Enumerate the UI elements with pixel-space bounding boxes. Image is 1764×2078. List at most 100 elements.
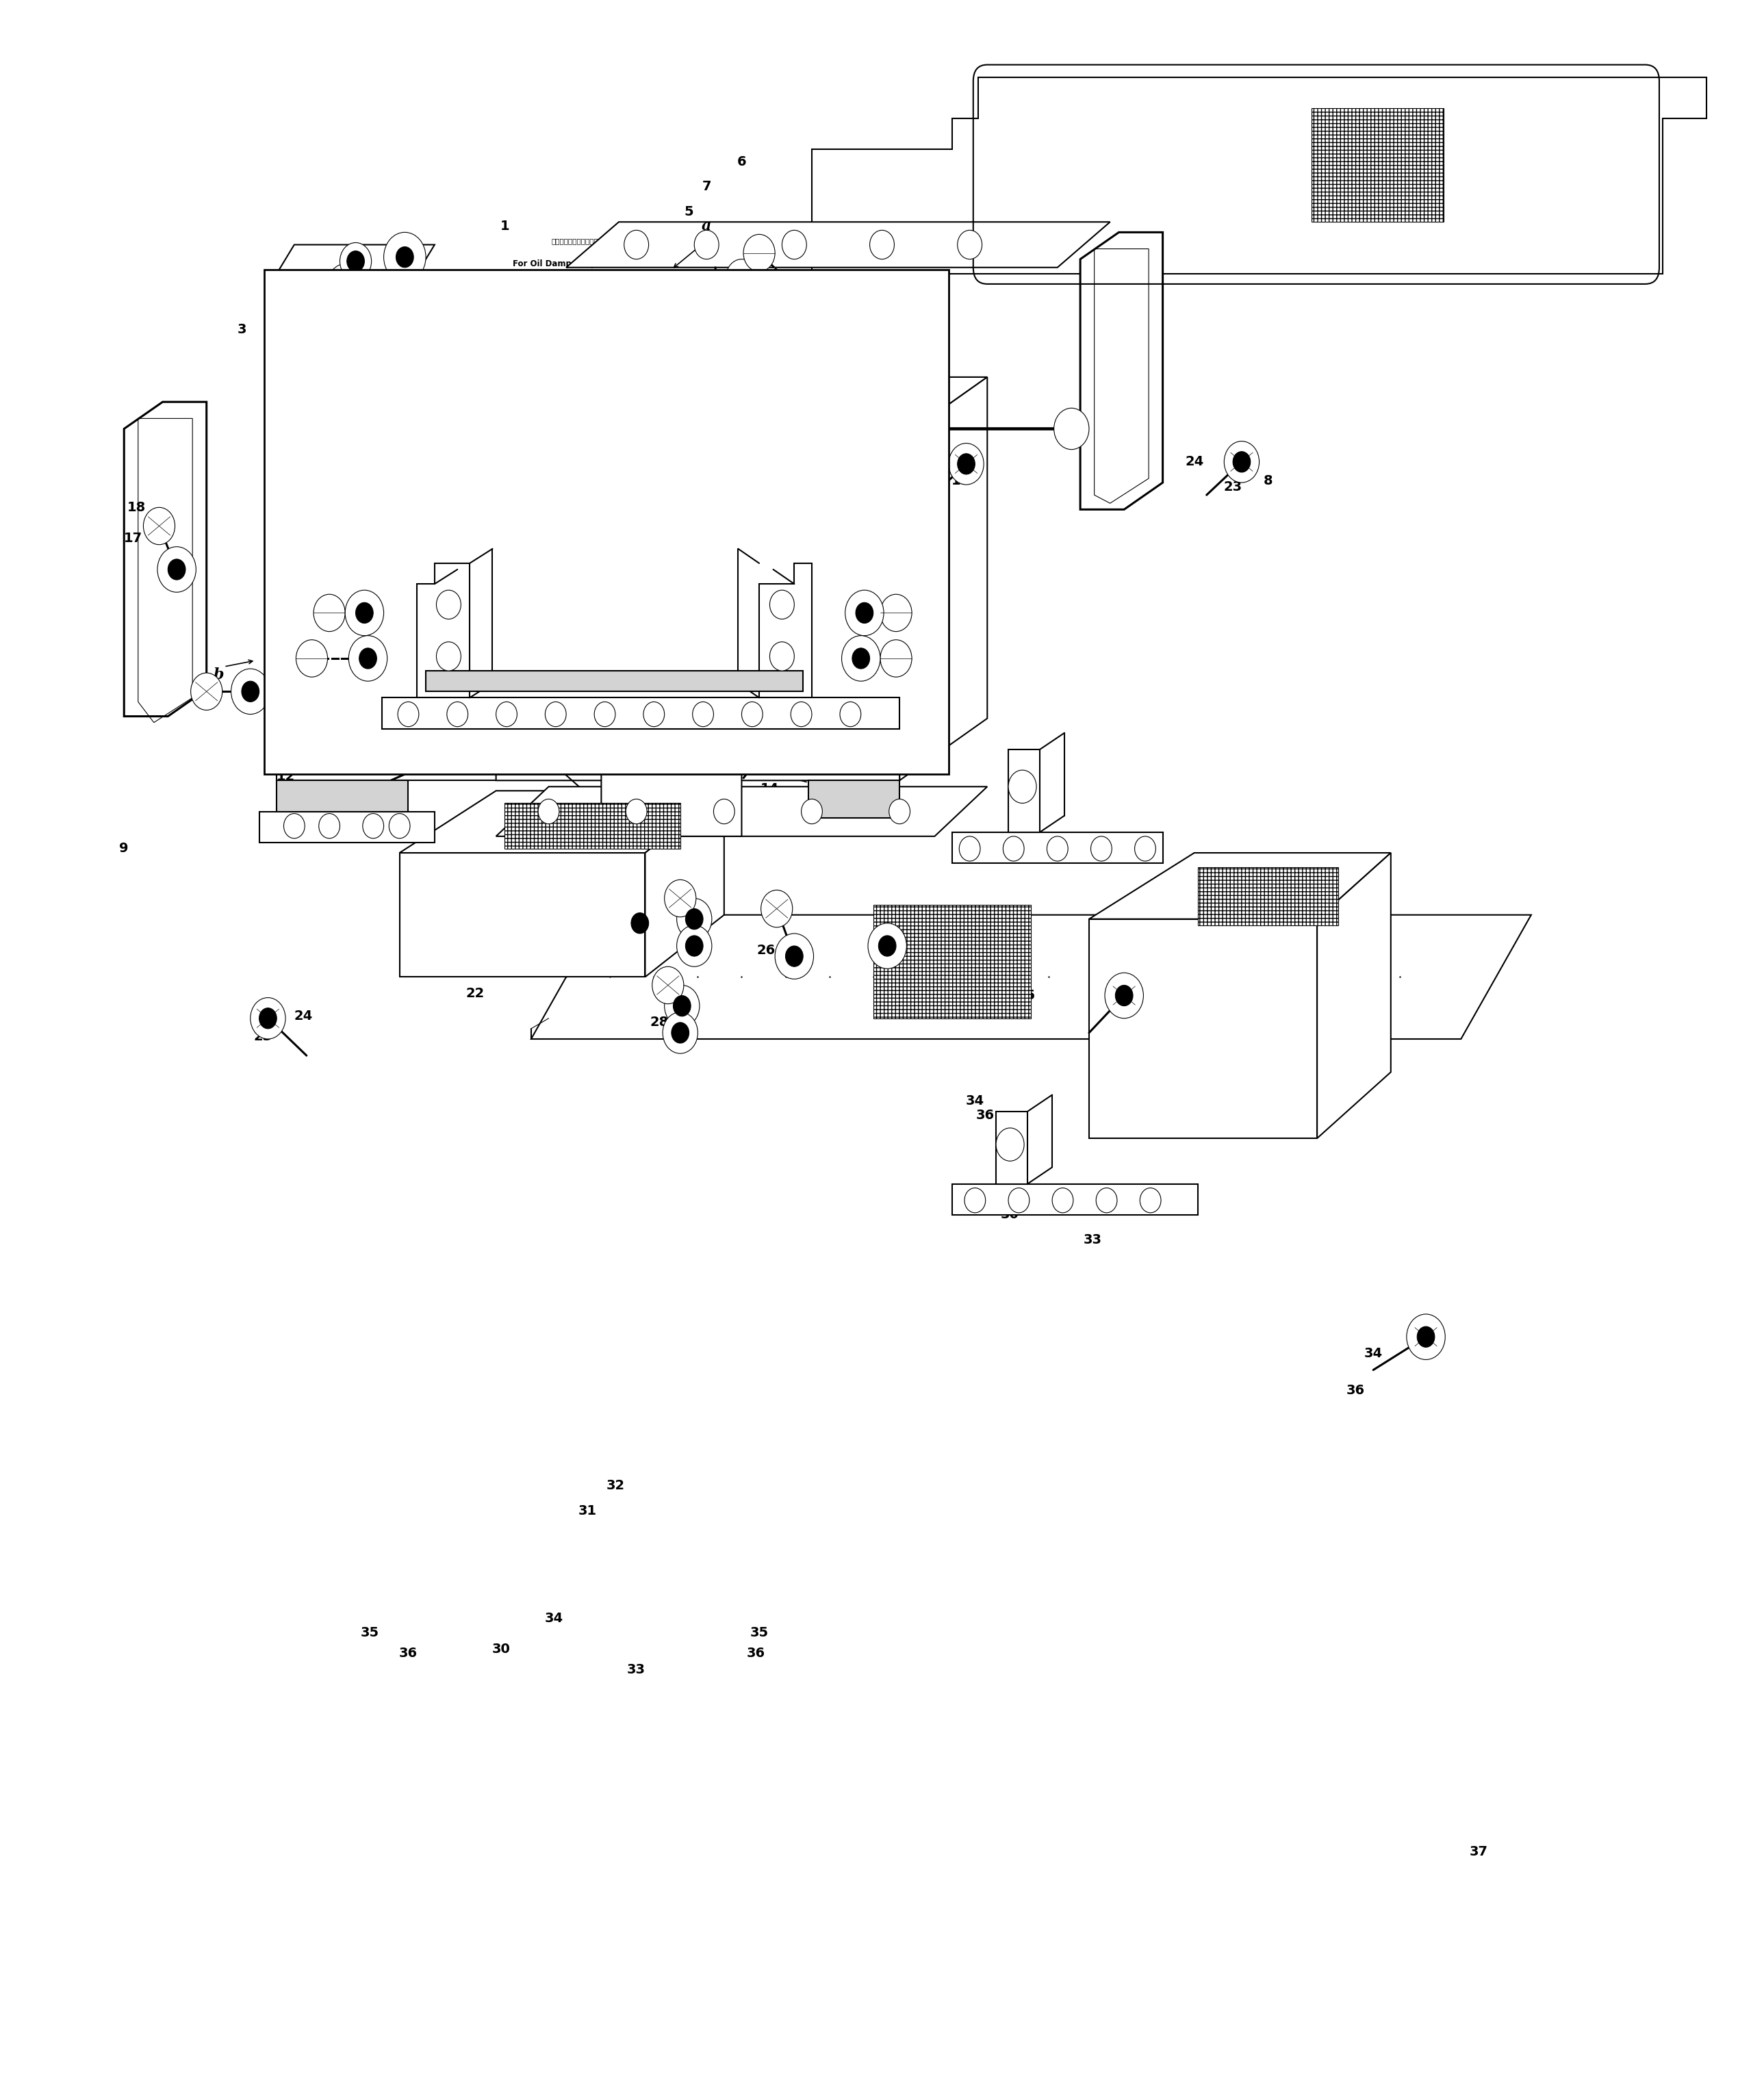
- Circle shape: [363, 812, 385, 837]
- Circle shape: [1051, 1189, 1073, 1214]
- Circle shape: [787, 694, 818, 731]
- Circle shape: [191, 673, 222, 711]
- Polygon shape: [953, 831, 1162, 862]
- Circle shape: [714, 800, 734, 823]
- Circle shape: [624, 231, 649, 260]
- Circle shape: [677, 898, 713, 939]
- Text: 16: 16: [346, 457, 365, 470]
- Circle shape: [390, 812, 409, 837]
- Circle shape: [672, 1022, 690, 1043]
- Circle shape: [626, 800, 647, 823]
- Text: 15: 15: [619, 702, 639, 715]
- Circle shape: [845, 590, 884, 636]
- Text: 26: 26: [757, 943, 776, 956]
- Circle shape: [644, 702, 665, 727]
- Circle shape: [1233, 451, 1251, 472]
- Circle shape: [686, 935, 704, 956]
- Text: 35: 35: [750, 1627, 769, 1640]
- Polygon shape: [566, 222, 1110, 268]
- Text: オイルダンパオペレータシート用: オイルダンパオペレータシート用: [552, 237, 616, 245]
- Circle shape: [407, 505, 425, 526]
- Text: 29: 29: [667, 987, 686, 1000]
- Circle shape: [1009, 771, 1037, 804]
- Circle shape: [628, 634, 663, 675]
- Circle shape: [1108, 977, 1140, 1014]
- Circle shape: [496, 702, 517, 727]
- Text: For Oil Damper Operator's Seat: For Oil Damper Operator's Seat: [512, 260, 654, 268]
- Circle shape: [307, 457, 328, 482]
- Polygon shape: [399, 792, 723, 852]
- Circle shape: [663, 1012, 699, 1054]
- Circle shape: [665, 879, 697, 916]
- Circle shape: [143, 507, 175, 544]
- Text: 30: 30: [1000, 1207, 1020, 1222]
- Circle shape: [360, 648, 377, 669]
- Circle shape: [545, 702, 566, 727]
- Text: 28: 28: [665, 927, 684, 939]
- Circle shape: [1090, 835, 1111, 860]
- Circle shape: [487, 522, 522, 563]
- Text: 37: 37: [1469, 1845, 1487, 1858]
- Circle shape: [958, 453, 975, 474]
- Text: 17: 17: [123, 532, 143, 544]
- Text: 12: 12: [277, 769, 295, 783]
- Circle shape: [168, 559, 185, 580]
- Circle shape: [632, 912, 649, 933]
- Circle shape: [1095, 1189, 1117, 1214]
- Bar: [1312, 108, 1443, 222]
- Polygon shape: [531, 914, 1531, 1039]
- Text: b: b: [619, 935, 630, 950]
- Polygon shape: [277, 438, 900, 781]
- Polygon shape: [277, 274, 443, 303]
- Text: 33: 33: [1083, 1232, 1102, 1247]
- Circle shape: [319, 812, 340, 837]
- Text: 4: 4: [755, 241, 764, 254]
- Circle shape: [348, 251, 365, 272]
- Text: 36: 36: [399, 1648, 418, 1660]
- Text: 27: 27: [877, 958, 894, 970]
- Circle shape: [958, 231, 983, 260]
- Circle shape: [340, 243, 372, 281]
- Polygon shape: [953, 1184, 1198, 1216]
- Circle shape: [665, 985, 700, 1027]
- Text: 22: 22: [466, 987, 485, 1000]
- Polygon shape: [811, 77, 1706, 274]
- Polygon shape: [997, 1112, 1028, 1184]
- Circle shape: [767, 725, 785, 746]
- Circle shape: [1140, 1189, 1161, 1214]
- Text: 13: 13: [781, 748, 801, 763]
- Circle shape: [242, 682, 259, 702]
- Polygon shape: [277, 376, 988, 438]
- Circle shape: [725, 260, 757, 297]
- Bar: [873, 904, 1032, 1018]
- Circle shape: [1224, 441, 1259, 482]
- Polygon shape: [900, 376, 988, 781]
- Circle shape: [997, 1128, 1025, 1162]
- Circle shape: [640, 675, 669, 709]
- Text: 29: 29: [679, 900, 699, 912]
- Circle shape: [377, 447, 404, 480]
- Circle shape: [801, 800, 822, 823]
- Text: 10: 10: [510, 536, 527, 549]
- Circle shape: [658, 609, 686, 642]
- Circle shape: [746, 403, 789, 453]
- Polygon shape: [399, 852, 646, 977]
- Text: 33: 33: [628, 1662, 646, 1677]
- Text: 10: 10: [377, 501, 397, 513]
- Polygon shape: [383, 698, 900, 729]
- Circle shape: [395, 694, 420, 723]
- Text: 36: 36: [1346, 1384, 1365, 1396]
- Circle shape: [868, 923, 907, 968]
- Circle shape: [538, 800, 559, 823]
- Circle shape: [870, 231, 894, 260]
- Circle shape: [1416, 1326, 1434, 1347]
- Text: 11: 11: [626, 657, 646, 669]
- Circle shape: [646, 682, 663, 702]
- Circle shape: [674, 995, 691, 1016]
- Polygon shape: [416, 563, 469, 698]
- Circle shape: [349, 636, 388, 682]
- Circle shape: [1115, 985, 1132, 1006]
- Bar: [265, 270, 949, 775]
- Circle shape: [760, 717, 792, 754]
- Text: 25: 25: [1016, 989, 1035, 1002]
